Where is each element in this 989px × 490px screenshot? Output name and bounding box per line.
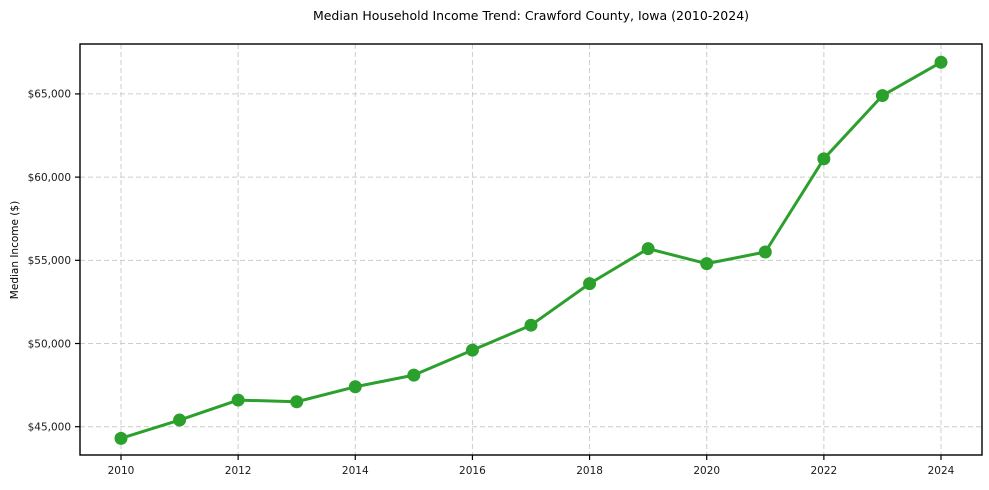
x-tick-label: 2022 [810,465,837,477]
data-point-2016 [465,343,479,357]
x-tick-label: 2018 [576,465,603,477]
x-tick-label: 2012 [225,465,252,477]
y-tick-label: $45,000 [28,422,71,434]
data-point-2011 [173,413,187,427]
y-tick-label: $55,000 [28,255,71,267]
y-tick-label: $60,000 [28,172,71,184]
x-tick-label: 2016 [459,465,486,477]
data-point-2020 [700,257,714,271]
data-point-2014 [348,380,362,394]
data-point-2018 [583,277,597,291]
data-point-2022 [817,152,831,166]
y-tick-label: $50,000 [28,338,71,350]
chart-title: Median Household Income Trend: Crawford … [312,8,750,23]
y-axis-label: Median Income ($) [9,200,21,300]
data-point-2015 [407,368,421,382]
x-tick-label: 2020 [693,465,720,477]
x-tick-label: 2010 [108,465,135,477]
data-point-2013 [290,395,304,409]
data-point-2024 [934,55,948,69]
trend-line [119,60,943,440]
x-tick-label: 2024 [928,465,955,477]
data-point-2023 [875,89,889,103]
y-tick-label: $65,000 [28,89,71,101]
data-point-2017 [524,318,538,332]
plot-frame [79,43,983,456]
x-tick-label: 2014 [342,465,369,477]
data-point-2010 [114,431,128,445]
data-point-2019 [641,242,655,256]
data-point-2012 [231,393,245,407]
data-point-2021 [758,245,772,259]
